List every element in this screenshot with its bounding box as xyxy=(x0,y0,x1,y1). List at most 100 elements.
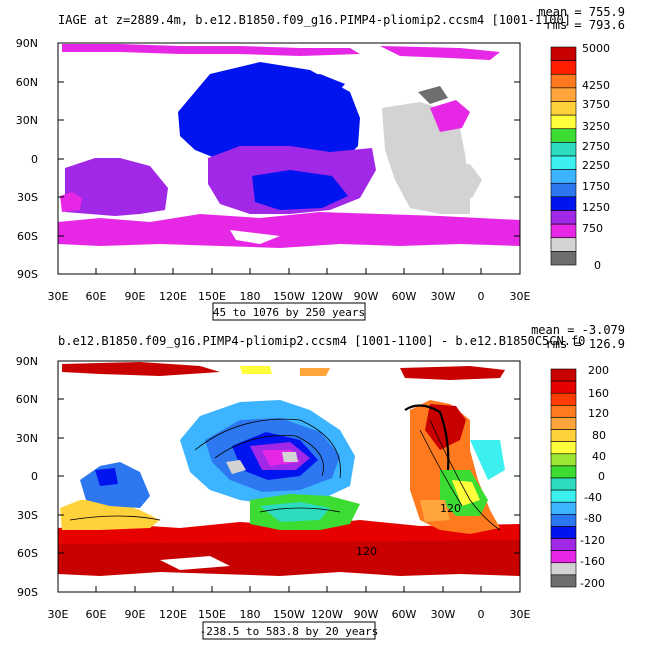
colorbar-label: 3750 xyxy=(582,98,610,111)
lon-label: 150E xyxy=(198,608,226,621)
colorbar-swatch xyxy=(550,223,577,239)
lon-label: 30E xyxy=(510,608,531,621)
colorbar-swatch xyxy=(550,441,577,455)
panel-2: b.e12.B1850.f09_g16.PIMP4-pliomip2.ccsm4… xyxy=(16,323,625,640)
colorbar-swatch xyxy=(550,453,577,467)
colorbar-label: -80 xyxy=(584,512,602,525)
panel-1-title: IAGE at z=2889.4m, b.e12.B1850.f09_g16.P… xyxy=(58,13,571,27)
colorbar-label: 1750 xyxy=(582,180,610,193)
lon-label: 90E xyxy=(125,290,146,303)
panel-2-lon-axis: 30E 60E 90E 120E 150E 180 150W 120W 90W … xyxy=(48,586,531,621)
lon-label: 120W xyxy=(311,290,343,303)
panel-1-colorbar-labels: 5000 4250 3750 3250 2750 2250 1750 1250 … xyxy=(582,42,610,272)
colorbar-swatch xyxy=(550,550,577,564)
lon-label: 180 xyxy=(240,608,261,621)
panel-1-mean: mean = 755.9 xyxy=(538,5,625,19)
lon-label: 30W xyxy=(431,608,456,621)
colorbar-swatch xyxy=(550,514,577,527)
panel-2-colorbar-labels: 200 160 120 80 40 0 -40 -80 -120 -160 -2… xyxy=(580,364,609,590)
lon-label: 150W xyxy=(273,608,305,621)
lat-label: 30S xyxy=(17,509,38,522)
colorbar-swatch xyxy=(550,101,577,116)
colorbar-label: -120 xyxy=(580,534,605,547)
colorbar-swatch xyxy=(550,142,577,157)
panel-2-map-field xyxy=(58,362,520,576)
lat-label: 90S xyxy=(17,586,38,599)
colorbar-swatch xyxy=(550,392,577,406)
panel-1-lat-axis: 90N 60N 30N 0 30S 60S 90S xyxy=(16,37,520,281)
colorbar-swatch xyxy=(550,46,577,61)
colorbar-swatch xyxy=(550,237,577,252)
colorbar-swatch xyxy=(550,380,577,394)
colorbar-swatch xyxy=(550,128,577,143)
colorbar-swatch xyxy=(550,368,577,382)
lon-label: 120W xyxy=(311,608,343,621)
lat-label: 30S xyxy=(17,191,38,204)
colorbar-label: 1250 xyxy=(582,201,610,214)
lon-label: 30E xyxy=(510,290,531,303)
lon-label: 120E xyxy=(159,608,187,621)
panel-2-range-text: -238.5 to 583.8 by 20 years xyxy=(200,625,379,638)
colorbar-swatch xyxy=(550,574,577,588)
lon-label: 150W xyxy=(273,290,305,303)
colorbar-swatch xyxy=(550,169,577,184)
panel-1-range-text: 45 to 1076 by 250 years xyxy=(213,306,365,319)
lat-label: 60N xyxy=(16,393,38,406)
colorbar-swatch xyxy=(550,489,577,503)
colorbar-label: 200 xyxy=(588,364,609,377)
colorbar-swatch xyxy=(550,417,577,430)
colorbar-swatch xyxy=(550,196,577,211)
panel-1-range-box xyxy=(212,302,366,321)
colorbar-label: 3250 xyxy=(582,120,610,133)
lat-label: 90N xyxy=(16,37,38,50)
colorbar-label: 2250 xyxy=(582,159,610,172)
panel-2-lat-axis: 90N 60N 30N 0 30S 60S 90S xyxy=(16,355,520,599)
panel-2-rms: rms = 126.9 xyxy=(546,337,625,351)
panel-2-colorbar xyxy=(550,368,577,588)
lon-label: 0 xyxy=(478,608,485,621)
lon-label: 30W xyxy=(431,290,456,303)
colorbar-label: -200 xyxy=(580,577,605,590)
panel-2-mean: mean = -3.079 xyxy=(531,323,625,337)
colorbar-label: -40 xyxy=(584,491,602,504)
lon-label: 60W xyxy=(392,608,417,621)
panel-1-map-field xyxy=(58,44,520,248)
lat-label: 0 xyxy=(31,153,38,166)
lat-label: 60S xyxy=(17,230,38,243)
colorbar-swatch xyxy=(550,562,577,576)
lat-label: 60S xyxy=(17,547,38,560)
panel-1-lon-axis: 30E 60E 90E 120E 150E 180 150W 120W 90W … xyxy=(48,268,531,303)
lon-label: 30E xyxy=(48,608,69,621)
lon-label: 90E xyxy=(125,608,146,621)
lon-label: 150E xyxy=(198,290,226,303)
colorbar-label: 0 xyxy=(594,259,601,272)
colorbar-swatch xyxy=(550,73,577,89)
lat-label: 30N xyxy=(16,432,38,445)
colorbar-swatch xyxy=(550,87,577,102)
colorbar-swatch xyxy=(550,477,577,491)
colorbar-swatch xyxy=(550,60,577,75)
lon-label: 30E xyxy=(48,290,69,303)
colorbar-swatch xyxy=(550,465,577,479)
colorbar-label: 750 xyxy=(582,222,603,235)
colorbar-label: -160 xyxy=(580,555,605,568)
lat-label: 90S xyxy=(17,268,38,281)
colorbar-swatch xyxy=(550,429,577,442)
colorbar-label: 160 xyxy=(588,387,609,400)
colorbar-label: 80 xyxy=(592,429,606,442)
colorbar-label: 120 xyxy=(588,407,609,420)
colorbar-label: 4250 xyxy=(582,79,610,92)
lon-label: 60W xyxy=(392,290,417,303)
lat-label: 60N xyxy=(16,76,38,89)
lat-label: 30N xyxy=(16,114,38,127)
colorbar-swatch xyxy=(550,114,577,130)
colorbar-label: 5000 xyxy=(582,42,610,55)
lon-label: 60E xyxy=(86,290,107,303)
colorbar-label: 2750 xyxy=(582,140,610,153)
colorbar-swatch xyxy=(550,182,577,198)
lon-label: 90W xyxy=(354,608,379,621)
colorbar-swatch xyxy=(550,251,577,266)
lon-label: 120E xyxy=(159,290,187,303)
contour-label: 120 xyxy=(440,502,461,515)
